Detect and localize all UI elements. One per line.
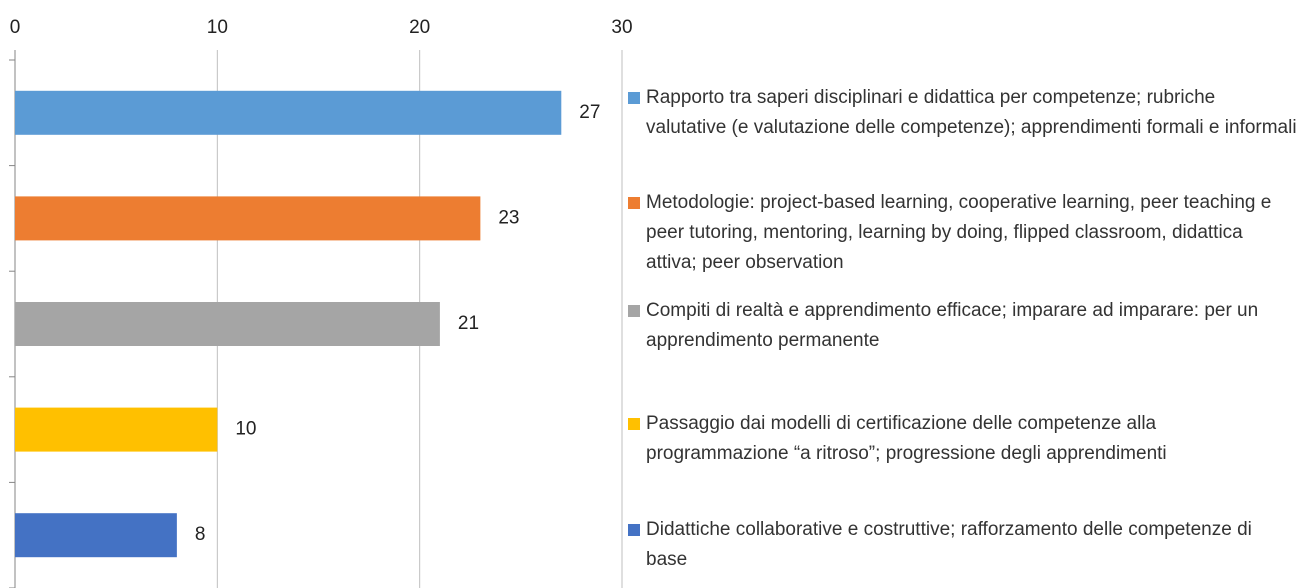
bar — [15, 90, 562, 135]
x-tick-label: 0 — [10, 17, 21, 38]
legend-item: Compiti di realtà e apprendimento effica… — [628, 296, 1298, 356]
data-label: 8 — [195, 524, 206, 545]
data-label: 10 — [235, 419, 256, 440]
data-label: 23 — [498, 207, 519, 228]
legend-item: Rapporto tra saperi disciplinari e didat… — [628, 83, 1298, 143]
legend-item: Didattiche collaborative e costruttive; … — [628, 515, 1298, 575]
data-label: 27 — [579, 102, 600, 123]
legend-label: Didattiche collaborative e costruttive; … — [646, 519, 1252, 570]
legend-item: Passaggio dai modelli di certificazione … — [628, 409, 1298, 469]
legend-swatch — [628, 92, 640, 104]
legend-label: Passaggio dai modelli di certificazione … — [646, 413, 1167, 464]
legend-swatch — [628, 524, 640, 536]
x-tick-label: 10 — [207, 17, 228, 38]
bar — [15, 407, 218, 452]
legend-swatch — [628, 305, 640, 317]
x-tick-label: 30 — [611, 17, 632, 38]
legend-label: Compiti di realtà e apprendimento effica… — [646, 300, 1259, 351]
legend-item: Metodologie: project-based learning, coo… — [628, 188, 1298, 278]
x-tick-label: 20 — [409, 17, 430, 38]
legend-swatch — [628, 197, 640, 209]
legend-swatch — [628, 418, 640, 430]
legend-label: Rapporto tra saperi disciplinari e didat… — [646, 87, 1297, 138]
bar — [15, 513, 177, 558]
bar — [15, 196, 481, 241]
legend-label: Metodologie: project-based learning, coo… — [646, 192, 1272, 273]
data-label: 21 — [458, 313, 479, 334]
bar — [15, 302, 440, 346]
